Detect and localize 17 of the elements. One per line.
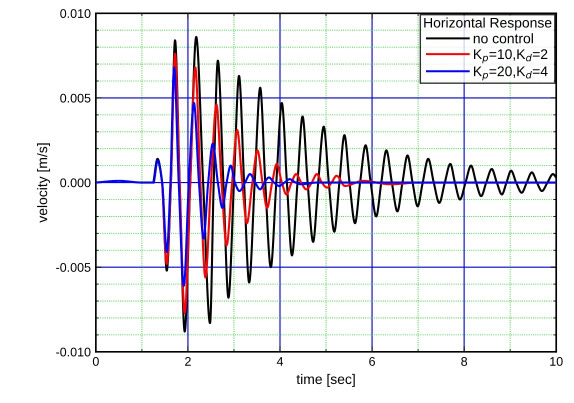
x-tick-label: 2	[185, 357, 191, 366]
legend-label: K$_{p}$=20,K$_{d}$=4	[474, 66, 548, 80]
x-tick-label: 6	[369, 357, 375, 366]
y-tick-label: -0.005	[56, 262, 90, 272]
x-axis-title: time [sec]	[296, 374, 355, 387]
x-tick-label: 8	[461, 357, 468, 366]
y-tick-label: 0.000	[60, 178, 91, 188]
y-axis-title: velocity [m/s]	[37, 143, 50, 223]
y-tick-label: 0.010	[60, 9, 91, 18]
x-tick-label: 4	[276, 357, 284, 366]
x-tick-label: 0	[92, 357, 99, 366]
y-tick-label: -0.010	[56, 348, 91, 356]
legend-title: Horizontal Response	[424, 17, 552, 30]
legend-label: no control	[474, 33, 533, 44]
y-tick-label: 0.005	[60, 94, 90, 103]
legend-label: K$_{p}$=10,K$_{d}$=2	[474, 49, 548, 64]
x-tick-label: 10	[550, 357, 563, 366]
